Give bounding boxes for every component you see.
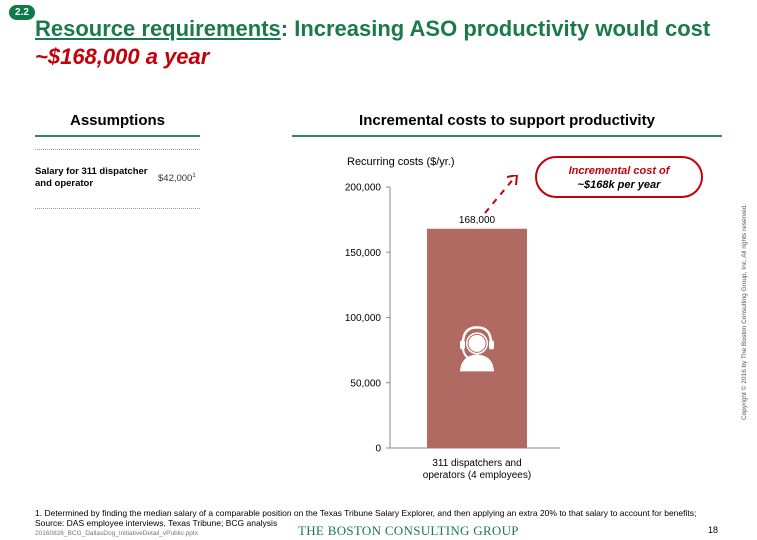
bcg-logo: THE BOSTON CONSULTING GROUP: [298, 523, 519, 538]
chart-title: Recurring costs ($/yr.): [347, 156, 455, 168]
assumptions-dotted-line-bottom: [35, 208, 200, 209]
footnote: 1. Determined by finding the median sala…: [35, 508, 697, 528]
category-label: operators (4 employees): [423, 470, 531, 481]
title-part-3: ~$168,000 a year: [35, 44, 210, 69]
section-badge: 2.2: [9, 5, 35, 20]
assumptions-divider: [35, 135, 200, 137]
callout-bubble: Incremental cost of ~$168k per year: [535, 156, 703, 198]
page-title: Resource requirements: Increasing ASO pr…: [35, 15, 735, 71]
title-part-2: : Increasing ASO productivity would cost: [280, 16, 711, 41]
headset-person-icon: [460, 326, 494, 372]
y-tick-label: 100,000: [345, 313, 382, 324]
bar-chart: 0 50,000 100,000 150,000 200,000 168,000 311 d…: [345, 175, 560, 481]
costs-divider: [292, 135, 722, 137]
y-tick-label: 150,000: [345, 248, 382, 259]
y-tick-label: 50,000: [350, 378, 381, 389]
bar-data-label: 168,000: [459, 215, 496, 226]
callout-arrow-head: [506, 175, 519, 186]
title-part-1: Resource requirements: [35, 16, 281, 41]
footnote-marker: 1: [192, 173, 196, 179]
callout-line-2: ~$168k per year: [577, 179, 661, 191]
callout-line-1: Incremental cost of: [568, 165, 670, 177]
y-tick-label: 0: [375, 444, 381, 455]
assumptions-dotted-line-top: [35, 149, 200, 150]
copyright-notice: Copyright © 2016 by The Boston Consultin…: [741, 203, 748, 420]
file-name: 20160826_BCG_DallasDog_InitiativeDetail_…: [35, 530, 198, 537]
category-label: 311 dispatchers and: [432, 458, 521, 469]
assumptions-heading: Assumptions: [69, 112, 165, 129]
y-tick-label: 200,000: [345, 183, 382, 194]
costs-heading: Incremental costs to support productivit…: [359, 112, 655, 129]
page-number: 18: [708, 525, 719, 535]
callout-arrow-line: [484, 176, 516, 214]
assumption-value-text: $42,000: [158, 173, 193, 185]
assumption-value: $42,0001: [158, 173, 196, 184]
assumption-label: Salary for 311 dispatcher and operator: [35, 166, 148, 189]
